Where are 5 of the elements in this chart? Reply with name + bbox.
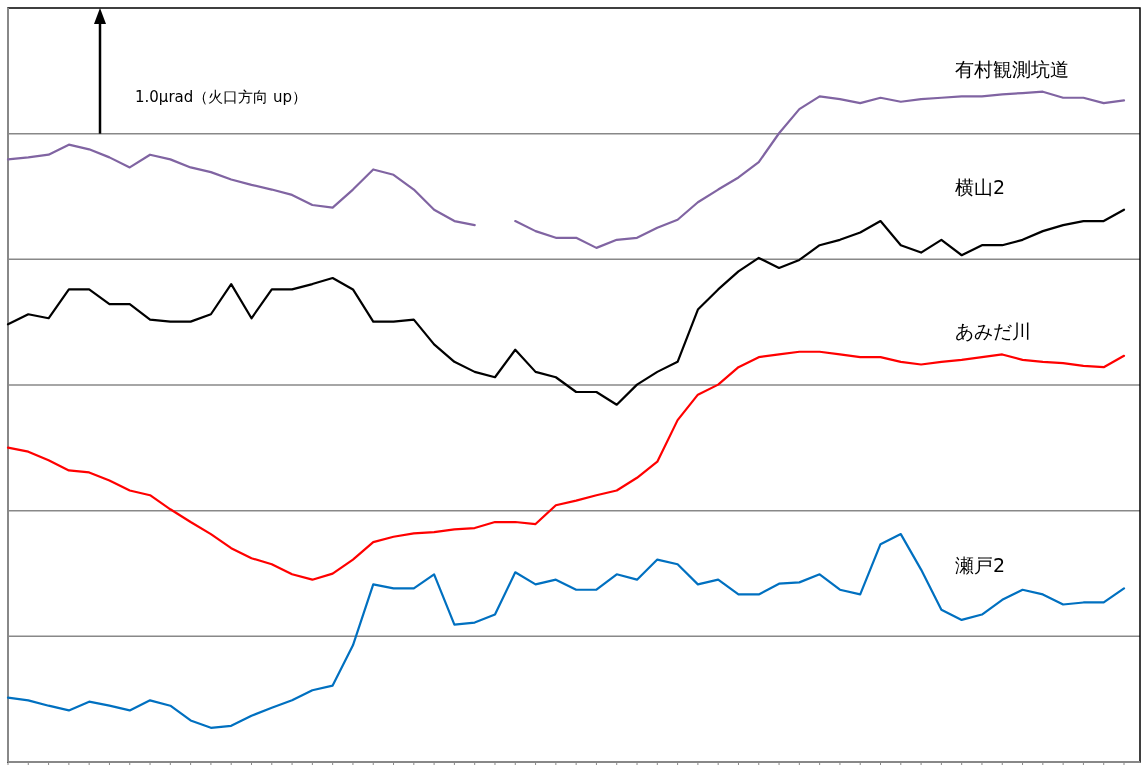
annotation: 1.0μrad（火口方向 up） (135, 88, 308, 106)
series-label: 有村観測坑道 (955, 57, 1069, 80)
series-label: 瀬戸2 (955, 554, 1006, 577)
text: 横山2 (955, 175, 1006, 198)
series-label: あみだ川 (955, 320, 1031, 343)
